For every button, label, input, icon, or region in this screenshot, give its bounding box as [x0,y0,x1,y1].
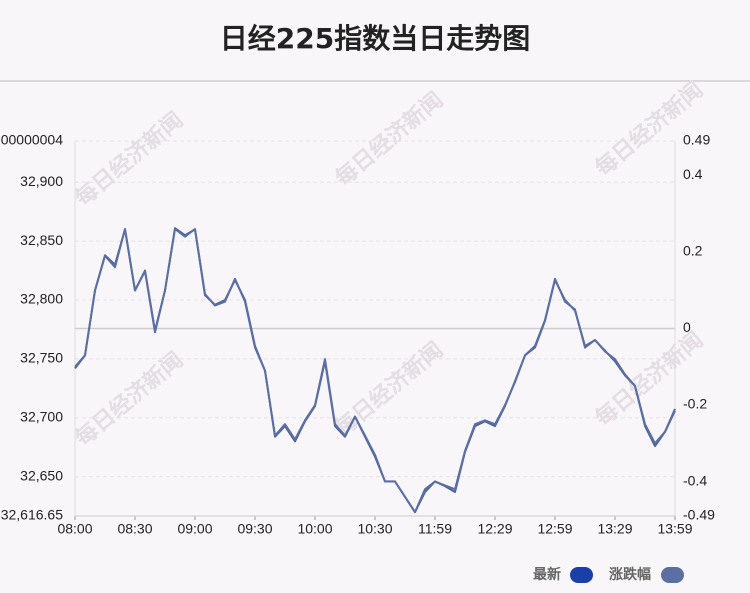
x-tick-label: 11:59 [418,521,452,537]
x-tick-label: 12:59 [537,521,572,537]
series-line [74,228,676,514]
y-tick-label: 32,800 [20,291,63,307]
y2-tick-label: -0.4 [683,472,707,488]
chart-title: 日经225指数当日走势图 [220,22,530,55]
watermark: 每日经济新闻 [590,327,708,432]
y2-tick-label: 0.2 [683,243,703,259]
watermark: 每日经济新闻 [330,87,448,192]
watermark: 每日经济新闻 [70,107,188,212]
legend-swatch [661,567,684,583]
y2-tick-label: -0.49 [683,507,715,523]
x-tick-label: 10:00 [297,521,332,537]
y-tick-label: 32,650 [20,467,63,483]
y-tick-label: 32,700 [20,409,63,425]
legend-swatch [570,567,593,583]
x-tick-label: 09:00 [177,521,212,537]
y2-tick-label: 0.49 [683,132,710,148]
y-tick-label: 32,616.65 [1,507,63,523]
x-tick-label: 08:00 [57,521,92,537]
x-tick-label: 08:30 [117,521,152,537]
x-tick-label: 13:59 [657,521,692,537]
x-tick-label: 09:30 [237,521,272,537]
y2-tick-label: 0.4 [683,166,703,182]
y-tick-label: 32,750 [20,350,63,366]
x-tick-label: 13:29 [597,521,632,537]
x-tick-label: 10:30 [357,521,392,537]
y-tick-label: 32,900 [20,173,63,189]
watermark: 每日经济新闻 [330,337,448,442]
legend-label: 最新 [533,566,561,583]
y2-tick-label: -0.2 [683,396,707,412]
y-tick-label: 32,850 [20,232,63,248]
legend-label: 涨跌幅 [609,566,651,583]
y2-tick-label: 0 [683,319,691,335]
watermark: 每日经济新闻 [70,347,188,452]
x-tick-label: 12:29 [477,521,512,537]
